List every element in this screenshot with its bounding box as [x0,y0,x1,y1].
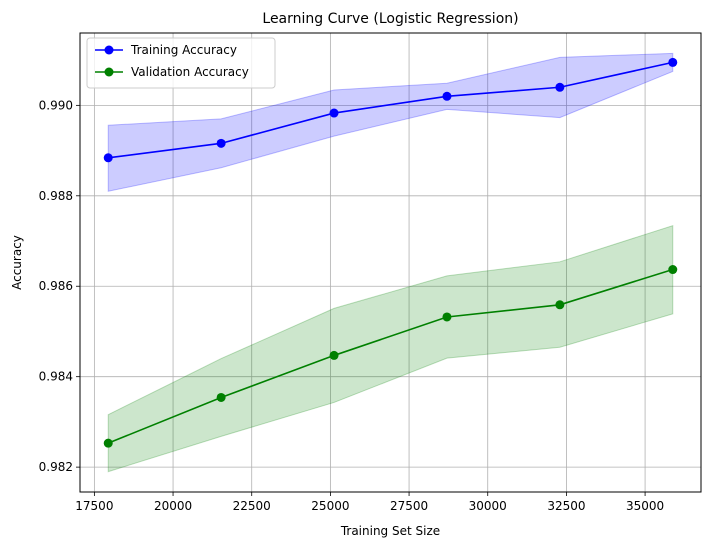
y-axis-label: Accuracy [10,235,24,290]
validation-accuracy-legend-marker [104,67,114,77]
y-tick-label: 0.990 [39,98,73,112]
y-tick-label: 0.984 [39,370,73,384]
validation-accuracy-point [103,438,113,448]
training-accuracy-legend-label: Training Accuracy [130,43,237,57]
training-accuracy-point [103,153,113,163]
x-tick-label: 30000 [469,499,507,513]
legend-box [86,37,276,89]
x-tick-label: 17500 [75,499,113,513]
validation-accuracy-line [107,268,674,444]
training-accuracy-legend-marker [104,45,114,55]
training-accuracy-band [107,52,674,192]
y-tick-label: 0.986 [39,279,73,293]
x-tick-label: 35000 [626,499,664,513]
legend-items: Training Accuracy Validation Accuracy [95,43,249,79]
plot-frame [79,32,702,493]
training-accuracy-point [555,82,565,92]
y-tick-label: 0.982 [39,460,73,474]
x-tick-label: 32500 [547,499,585,513]
tick-layer: 17500 20000 22500 25000 27500 30000 32500 35000… [39,98,665,513]
training-accuracy-point [329,108,339,118]
x-tick-label: 20000 [154,499,192,513]
x-tick-label: 25000 [311,499,349,513]
point-layer [103,57,678,448]
training-accuracy-point [668,57,678,67]
validation-accuracy-legend-label: Validation Accuracy [131,65,249,79]
validation-accuracy-point [329,350,339,360]
x-axis-label: Training Set Size [340,524,440,538]
y-tick-label: 0.988 [39,189,73,203]
validation-accuracy-band [107,224,674,473]
x-tick-label: 22500 [233,499,271,513]
chart-title: Learning Curve (Logistic Regression) [262,11,518,27]
legend: Training Accuracy Validation Accuracy [86,37,276,89]
validation-accuracy-point [442,312,452,322]
validation-accuracy-point [555,300,565,310]
validation-accuracy-point [216,392,226,402]
training-accuracy-point [216,138,226,148]
training-accuracy-point [442,91,452,101]
band-layer [107,52,674,473]
x-tick-label: 27500 [390,499,428,513]
training-accuracy-line [108,61,673,159]
line-layer [107,61,674,444]
validation-accuracy-point [668,265,678,275]
